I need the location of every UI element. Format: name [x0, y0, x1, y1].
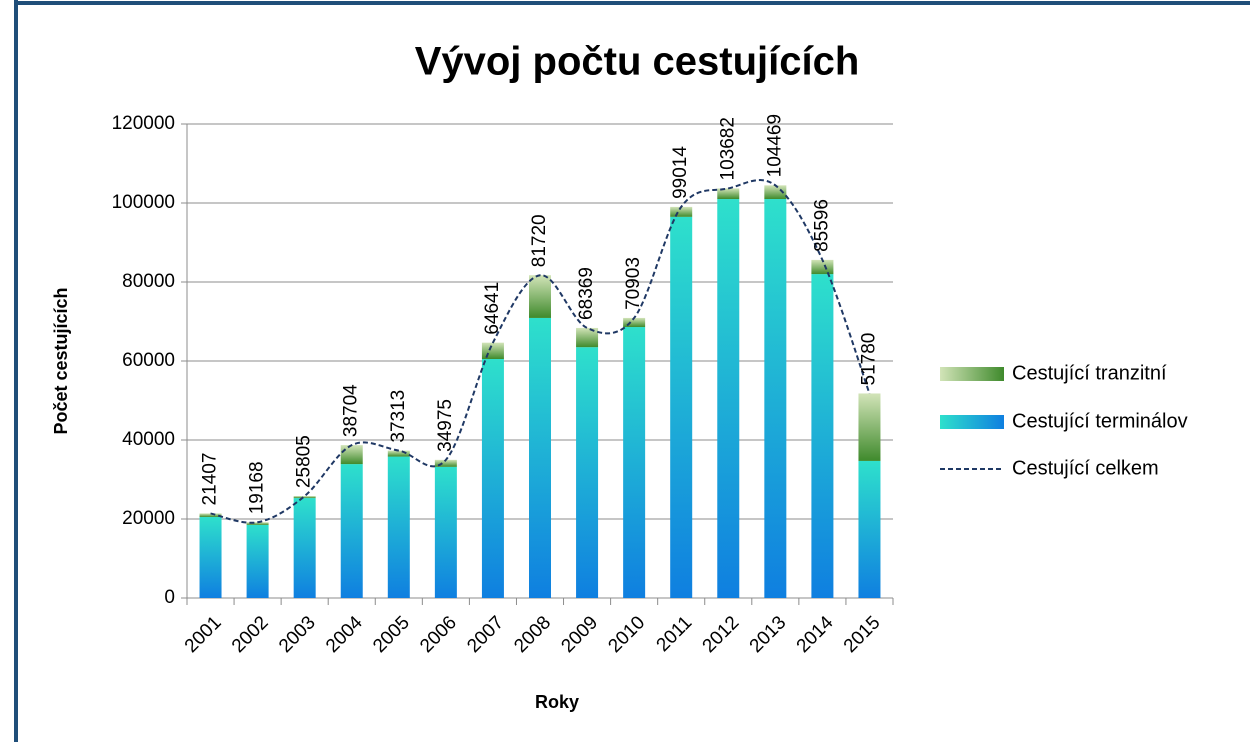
data-label: 19168 — [247, 461, 268, 514]
bar — [481, 359, 504, 598]
bar — [199, 513, 222, 518]
bar — [670, 206, 693, 217]
y-tick-label: 120000 — [112, 113, 175, 134]
bar — [246, 522, 269, 525]
bar — [529, 275, 551, 318]
data-label: 38704 — [341, 384, 362, 437]
data-label: 34975 — [435, 399, 456, 452]
bar — [764, 185, 787, 200]
y-axis-label: Počet cestujících — [51, 287, 71, 434]
bar — [623, 327, 646, 598]
bar — [670, 216, 693, 598]
bar — [293, 496, 316, 499]
y-tick-label: 0 — [164, 587, 175, 608]
bar — [387, 450, 410, 457]
bar — [858, 460, 881, 598]
chart-title: Vývoj počtu cestujících — [415, 40, 860, 84]
legend-label: Cestující celkem — [1012, 457, 1159, 479]
y-tick-label: 20000 — [122, 508, 175, 529]
bar — [481, 342, 504, 360]
legend-label: Cestující terminálov — [1012, 410, 1188, 432]
data-label: 64641 — [482, 282, 503, 335]
y-tick-label: 60000 — [122, 350, 175, 371]
data-label: 81720 — [529, 214, 550, 267]
line — [210, 179, 871, 524]
data-label: 68369 — [576, 267, 597, 320]
data-label: 51780 — [858, 333, 879, 386]
bar — [764, 199, 787, 599]
legend-label: Cestující tranzitní — [1012, 362, 1167, 384]
bar — [246, 524, 269, 598]
bar — [199, 517, 222, 598]
bar — [434, 466, 457, 598]
data-label: 103682 — [717, 117, 738, 180]
y-tick-label: 100000 — [112, 192, 175, 213]
bar — [340, 445, 363, 465]
y-tick-label: 80000 — [122, 271, 175, 292]
bar — [529, 317, 551, 598]
bar — [340, 464, 363, 598]
bar — [858, 393, 881, 461]
legend-swatch — [940, 367, 1004, 381]
data-label: 104469 — [764, 114, 785, 177]
bar — [434, 459, 457, 467]
bar — [717, 188, 740, 200]
bar — [293, 498, 316, 598]
bar — [576, 347, 599, 598]
data-label: 85596 — [811, 199, 832, 252]
bar — [811, 274, 834, 598]
bar — [717, 199, 740, 599]
data-label: 21407 — [200, 453, 221, 506]
bar — [576, 327, 599, 348]
data-label: 99014 — [670, 146, 691, 199]
legend-swatch — [940, 415, 1004, 429]
y-tick-label: 40000 — [122, 429, 175, 450]
bar — [811, 259, 834, 275]
x-axis-label: Roky — [535, 692, 579, 712]
data-label: 37313 — [388, 390, 409, 443]
data-label: 70903 — [623, 257, 644, 310]
bar — [623, 317, 646, 328]
bar — [387, 456, 410, 598]
data-label: 25805 — [294, 435, 315, 488]
